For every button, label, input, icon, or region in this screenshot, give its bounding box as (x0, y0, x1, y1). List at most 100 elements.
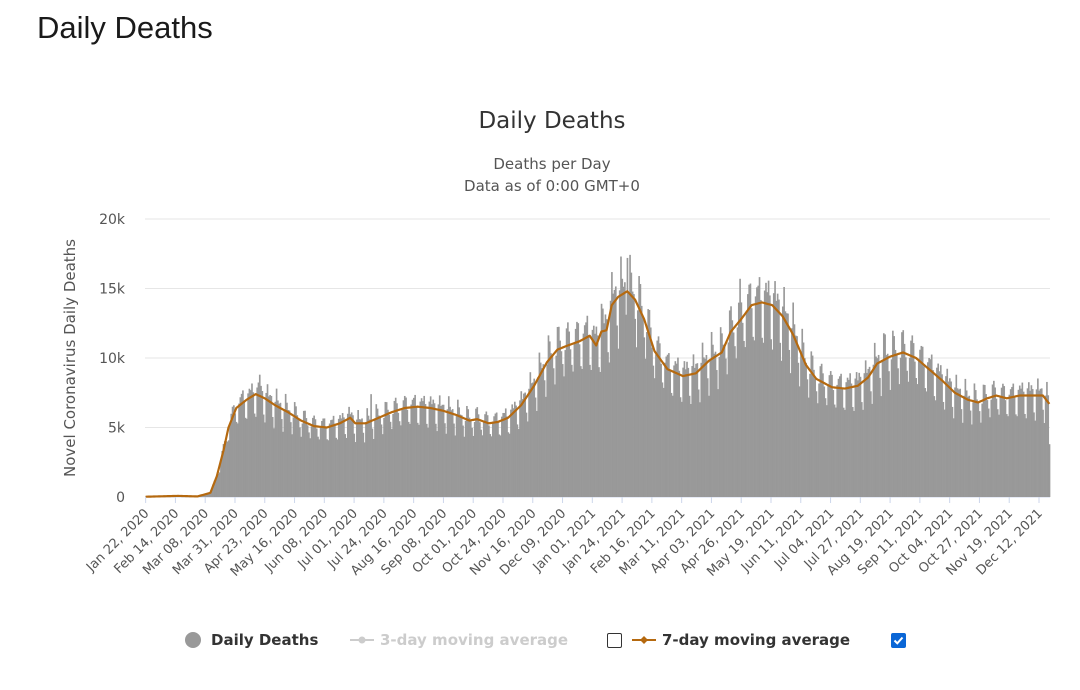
daily-deaths-bar (691, 366, 694, 497)
daily-deaths-bar (209, 493, 212, 497)
daily-deaths-bar (252, 392, 255, 497)
daily-deaths-bar (343, 417, 345, 497)
checkbox-7-day-average[interactable] (891, 633, 906, 648)
daily-deaths-bar (467, 409, 470, 497)
daily-deaths-bar (732, 332, 735, 497)
daily-deaths-bar (718, 356, 721, 497)
daily-deaths-bar (669, 370, 672, 497)
daily-deaths-bar (936, 367, 938, 497)
daily-deaths-bar (561, 364, 564, 497)
daily-deaths-bar (765, 282, 767, 497)
daily-deaths-bar (491, 421, 494, 497)
daily-deaths-bar (769, 295, 771, 497)
daily-deaths-bar (352, 415, 354, 497)
daily-deaths-bar (220, 462, 222, 497)
daily-deaths-bar (919, 349, 921, 497)
daily-deaths-bar (554, 384, 556, 497)
daily-deaths-bar (1013, 396, 1016, 497)
daily-deaths-bar (951, 406, 954, 497)
daily-deaths-bar (435, 423, 437, 497)
daily-deaths-bar (476, 407, 479, 497)
legend-item-daily-deaths[interactable]: Daily Deaths (185, 624, 318, 656)
daily-deaths-bar (279, 402, 282, 497)
daily-deaths-bar (536, 410, 538, 497)
daily-deaths-bar (340, 418, 343, 497)
daily-deaths-bar (530, 383, 533, 497)
daily-deaths-bar (375, 404, 378, 497)
daily-deaths-bar (850, 383, 853, 497)
daily-deaths-bar (854, 378, 857, 497)
daily-deaths-bar (363, 442, 366, 497)
daily-deaths-bar (517, 429, 520, 497)
daily-deaths-bar (537, 377, 539, 497)
daily-deaths-bar (429, 396, 432, 497)
daily-deaths-bar (396, 403, 398, 497)
daily-deaths-bar (631, 291, 634, 497)
daily-deaths-bar (1017, 389, 1020, 497)
daily-deaths-bar (771, 349, 774, 497)
daily-deaths-bar (585, 322, 587, 497)
daily-deaths-bar (627, 293, 630, 497)
daily-deaths-bars (145, 254, 1051, 497)
daily-deaths-bar (458, 407, 460, 497)
daily-deaths-bar (844, 409, 846, 497)
daily-deaths-bar (479, 422, 481, 497)
daily-deaths-bar (860, 402, 863, 497)
daily-deaths-bar (785, 313, 788, 497)
daily-deaths-bar (590, 369, 593, 497)
page-title: Daily Deaths (37, 10, 213, 45)
daily-deaths-bar (895, 354, 898, 497)
legend-item-3-day-average[interactable]: 3-day moving average (350, 624, 568, 656)
daily-deaths-bar (976, 399, 978, 497)
daily-deaths-bar (556, 326, 559, 497)
daily-deaths-bar (807, 397, 810, 497)
daily-deaths-bar (1033, 412, 1035, 497)
daily-deaths-bar (502, 412, 504, 497)
daily-deaths-bar (731, 320, 734, 497)
moving-average-layer (145, 290, 1051, 498)
daily-deaths-bar (996, 409, 999, 497)
daily-deaths-bar (392, 413, 394, 497)
daily-deaths-bar (952, 418, 955, 497)
daily-deaths-bar (725, 358, 727, 497)
daily-deaths-bar (282, 431, 284, 497)
daily-deaths-bar (486, 415, 489, 497)
daily-deaths-bar (231, 406, 234, 497)
daily-deaths-bar (616, 325, 618, 497)
daily-deaths-bar (495, 412, 498, 497)
daily-deaths-bar (646, 332, 648, 497)
legend-item-7-day-average[interactable]: 7-day moving average (632, 624, 850, 656)
checkbox-3-day-average[interactable] (607, 633, 622, 648)
daily-deaths-bar (301, 423, 304, 497)
daily-deaths-bar (688, 395, 691, 497)
daily-deaths-bar (353, 433, 356, 497)
daily-deaths-bar (614, 286, 617, 497)
daily-deaths-bar (207, 493, 209, 497)
daily-deaths-bar (322, 418, 325, 497)
daily-deaths-bar (770, 339, 772, 497)
daily-deaths-bar (409, 423, 411, 497)
daily-deaths-bar (924, 388, 927, 497)
daily-deaths-bar (312, 417, 314, 497)
daily-deaths-bar (837, 378, 840, 497)
daily-deaths-bar (831, 374, 833, 497)
daily-deaths-bar (605, 319, 608, 497)
daily-deaths-bar (358, 419, 361, 497)
daily-deaths-bar (462, 425, 464, 497)
daily-deaths-bar (735, 358, 738, 497)
daily-deaths-bar (345, 437, 348, 497)
daily-deaths-bar (819, 366, 822, 497)
daily-deaths-bar (662, 387, 665, 497)
daily-deaths-bar (221, 450, 224, 497)
daily-deaths-bar (229, 424, 231, 497)
daily-deaths-bar (849, 373, 851, 497)
daily-deaths-bar (968, 395, 971, 497)
daily-deaths-bar (300, 436, 303, 497)
daily-deaths-bar (776, 293, 779, 497)
daily-deaths-bar (261, 391, 264, 497)
daily-deaths-bar (863, 373, 866, 497)
daily-deaths-bar (898, 384, 901, 497)
daily-deaths-bar (431, 404, 433, 497)
daily-deaths-bar (713, 353, 716, 497)
